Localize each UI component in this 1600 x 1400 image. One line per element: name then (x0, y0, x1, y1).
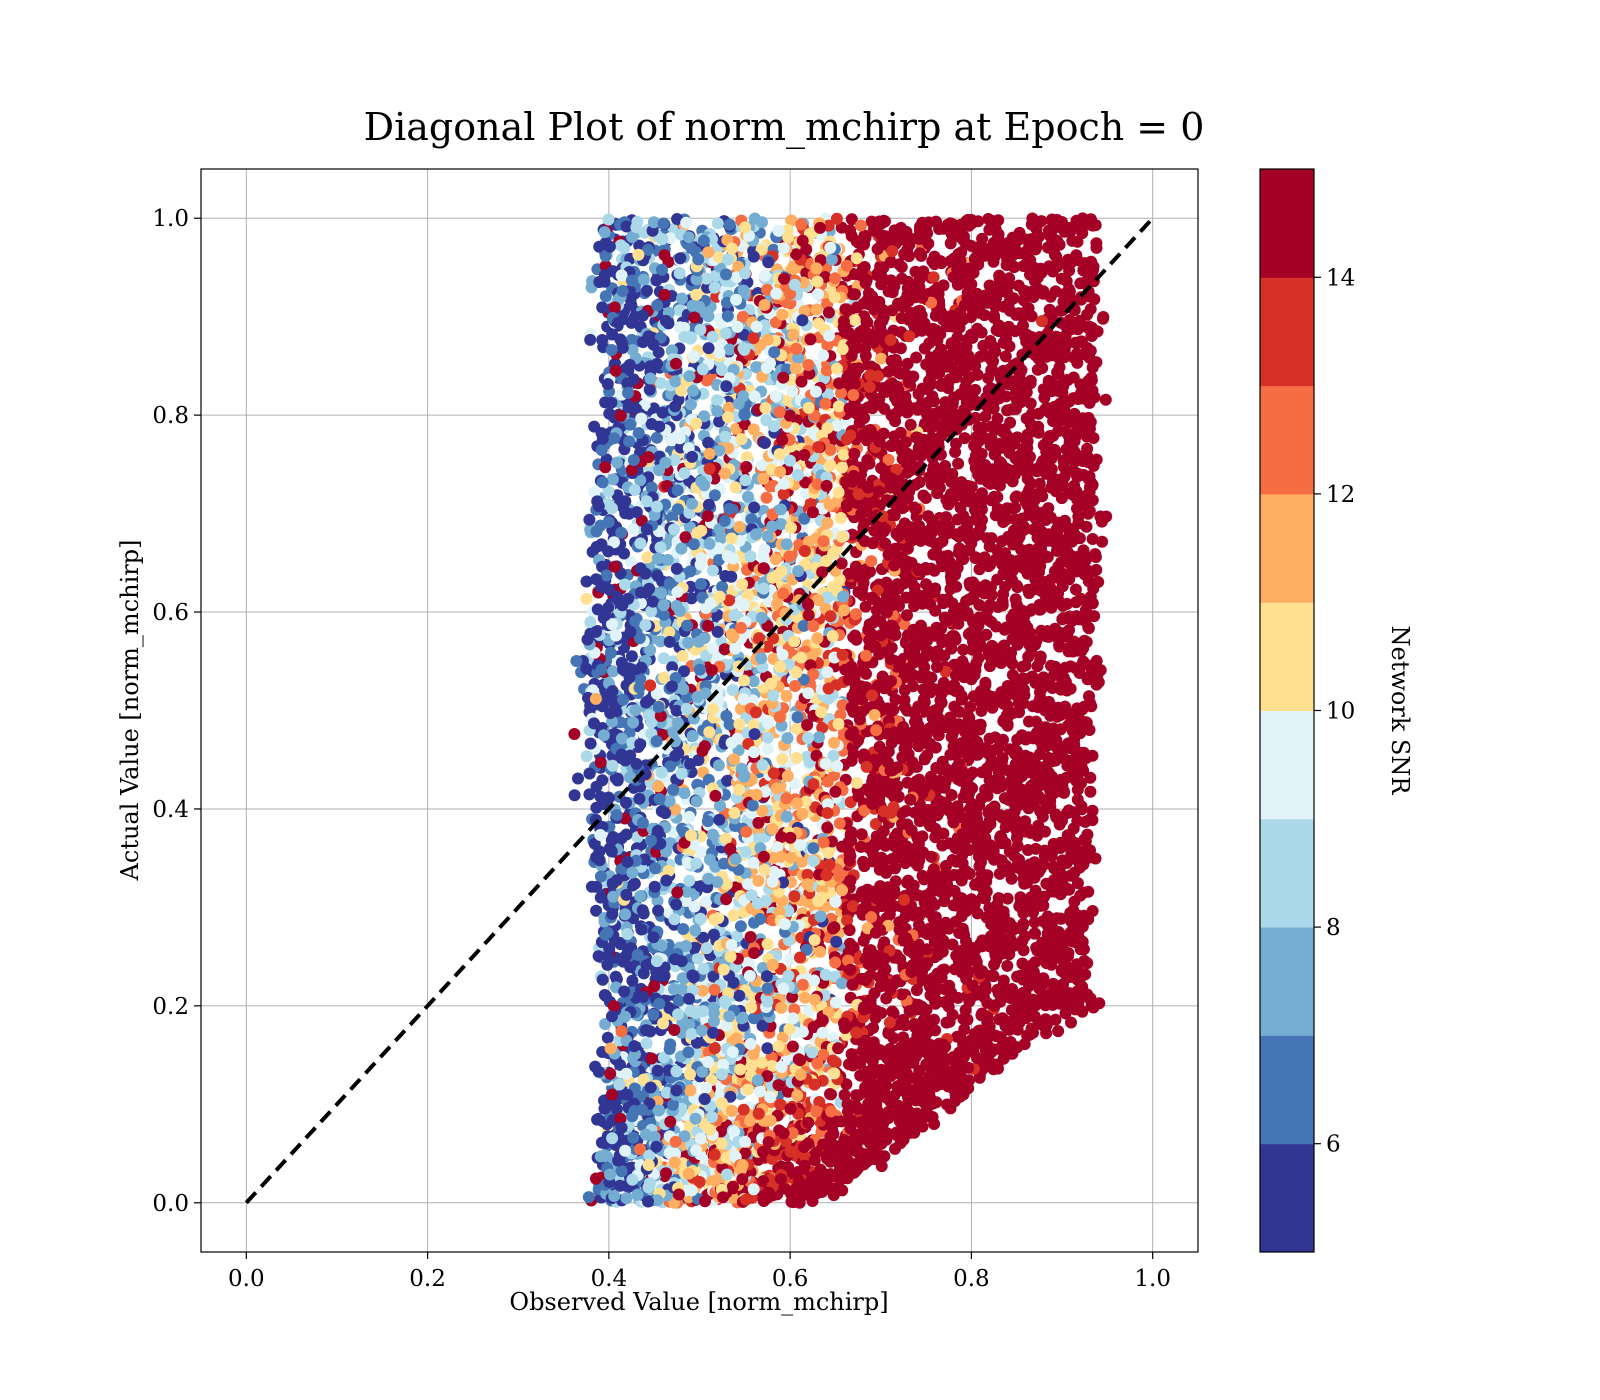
scatter-point (889, 1142, 901, 1155)
scatter-point (878, 1150, 891, 1163)
scatter-point (1086, 533, 1099, 545)
scatter-point (601, 1031, 614, 1044)
scatter-point (977, 339, 990, 352)
scatter-point (918, 342, 931, 355)
scatter-point (605, 396, 618, 409)
scatter-point (836, 648, 849, 661)
scatter-point (568, 728, 581, 740)
scatter-point (901, 244, 914, 257)
scatter-point (901, 776, 914, 789)
scatter-point (880, 866, 893, 879)
scatter-point (599, 1018, 612, 1030)
scatter-point (700, 895, 713, 908)
scatter-point (816, 721, 829, 734)
scatter-point (609, 970, 622, 983)
scatter-point (927, 271, 940, 284)
scatter-point (675, 767, 688, 780)
scatter-point (1027, 906, 1040, 919)
scatter-point (784, 953, 797, 966)
scatter-points (568, 212, 1113, 1209)
scatter-point (672, 994, 685, 1007)
scatter-point (796, 807, 809, 820)
scatter-point (952, 457, 965, 470)
scatter-point (786, 385, 799, 398)
scatter-point (1045, 601, 1058, 614)
scatter-point (1022, 844, 1034, 856)
scatter-point (790, 722, 803, 735)
scatter-point (583, 767, 596, 780)
scatter-point (940, 1064, 952, 1077)
scatter-point (598, 989, 611, 1001)
scatter-point (887, 703, 900, 716)
scatter-point (1001, 959, 1014, 972)
scatter-point (901, 466, 914, 479)
scatter-point (1067, 822, 1080, 835)
scatter-point (757, 472, 770, 485)
chart-title: Diagonal Plot of norm_mchirp at Epoch = … (364, 105, 1205, 150)
scatter-point (885, 354, 898, 367)
scatter-point (627, 523, 639, 536)
scatter-point (650, 431, 663, 444)
scatter-point (761, 1042, 774, 1055)
scatter-point (836, 461, 848, 474)
scatter-point (620, 828, 633, 841)
scatter-point (875, 352, 887, 365)
scatter-point (689, 924, 702, 937)
scatter-point (999, 350, 1012, 363)
scatter-point (964, 488, 977, 501)
scatter-point (629, 615, 642, 628)
scatter-point (783, 550, 796, 563)
scatter-point (944, 237, 957, 250)
scatter-point (568, 789, 581, 802)
scatter-point (590, 904, 603, 917)
scatter-point (1056, 599, 1069, 612)
scatter-point (866, 537, 879, 550)
scatter-point (761, 742, 774, 755)
scatter-point (1068, 895, 1081, 908)
scatter-point (657, 1017, 670, 1030)
scatter-point (1054, 912, 1067, 925)
scatter-point (761, 938, 774, 951)
scatter-point (1022, 302, 1035, 315)
scatter-point (604, 646, 617, 659)
scatter-point (1001, 892, 1014, 905)
scatter-point (949, 915, 962, 928)
scatter-point (1069, 583, 1082, 596)
scatter-point (843, 1058, 855, 1071)
scatter-point (830, 935, 843, 948)
scatter-point (979, 679, 992, 692)
scatter-point (973, 860, 986, 873)
scatter-point (875, 1160, 888, 1173)
scatter-point (583, 788, 596, 801)
scatter-point (645, 1052, 658, 1065)
